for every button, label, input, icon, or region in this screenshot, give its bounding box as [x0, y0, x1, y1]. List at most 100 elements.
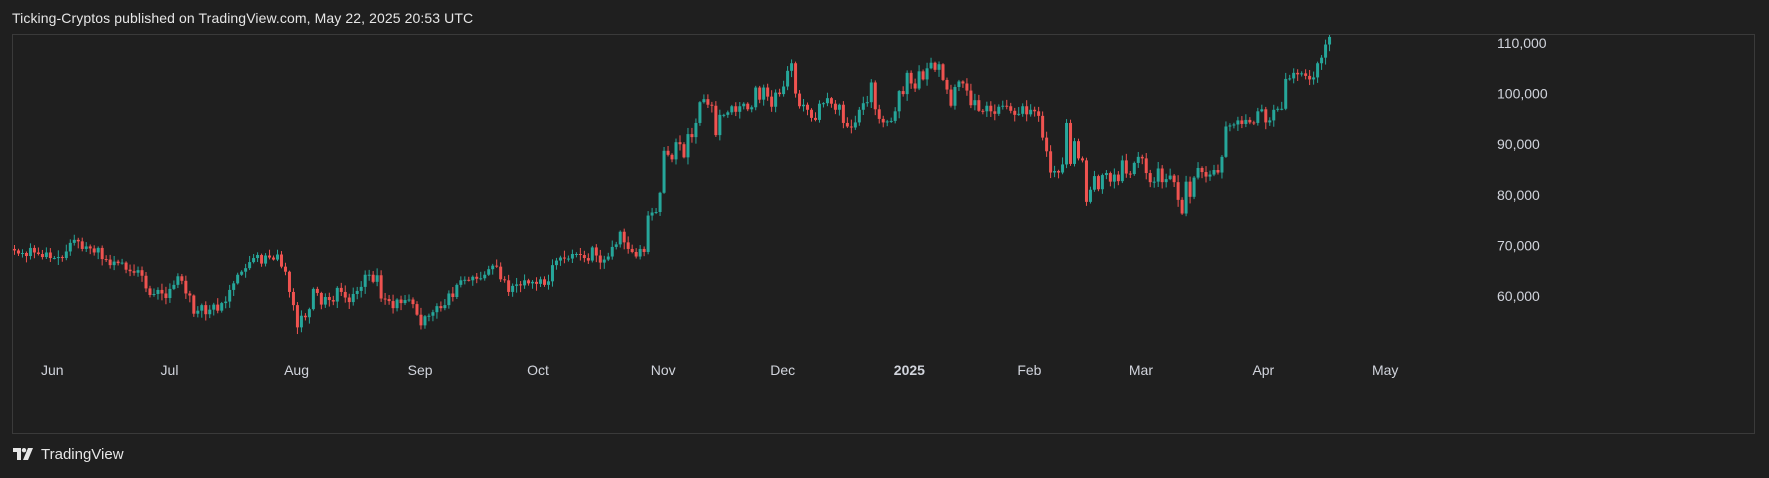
candle-body — [710, 104, 714, 106]
candle-body — [1160, 168, 1164, 183]
candle-body — [1053, 171, 1057, 173]
candle-body — [746, 103, 750, 110]
candle-body — [925, 68, 929, 80]
candle-body — [1176, 182, 1180, 200]
candle-body — [686, 134, 690, 158]
candle-body — [391, 301, 395, 309]
candle-body — [1288, 78, 1292, 80]
candle-body — [598, 255, 602, 263]
candle-body — [558, 257, 562, 261]
candle-body — [443, 305, 447, 309]
candle-body — [941, 64, 945, 80]
candle-body — [646, 215, 650, 252]
candle-body — [511, 285, 515, 292]
candle-body — [1268, 120, 1272, 123]
candle-body — [268, 255, 272, 258]
footer-brand[interactable]: TradingView — [13, 446, 124, 463]
candle-body — [873, 82, 877, 110]
candle-body — [1240, 120, 1244, 124]
candle-body — [1009, 106, 1013, 111]
candle-body — [1312, 77, 1316, 80]
candle-body — [447, 293, 451, 306]
price-chart[interactable]: 110,000 100,000 90,000 80,000 70,000 60,000 J… — [13, 35, 1754, 433]
candle-body — [678, 142, 682, 145]
candle-body — [1112, 174, 1116, 182]
candle-body — [1276, 108, 1280, 110]
candle-body — [1228, 125, 1232, 127]
candle-body — [248, 262, 252, 269]
y-tick-label: 80,000 — [1497, 187, 1540, 203]
candle-body — [84, 246, 88, 249]
candles-layer — [13, 35, 1332, 335]
candle-body — [124, 262, 128, 270]
candle-body — [821, 103, 825, 105]
candle-body — [622, 231, 626, 243]
candle-body — [1168, 175, 1172, 180]
candle-body — [905, 72, 909, 95]
candle-body — [419, 314, 423, 326]
candle-body — [160, 289, 164, 294]
candle-body — [164, 293, 168, 299]
candle-body — [315, 288, 319, 293]
candle-body — [355, 290, 359, 294]
candle-body — [1104, 173, 1108, 176]
candle-body — [351, 293, 355, 303]
candle-body — [487, 269, 491, 275]
candle-body — [853, 122, 857, 128]
candle-body — [519, 284, 523, 286]
candle-body — [1080, 158, 1084, 161]
candle-body — [857, 109, 861, 123]
x-tick-label: Sep — [408, 362, 433, 378]
candle-body — [359, 286, 363, 291]
candle-body — [634, 251, 638, 257]
candle-body — [901, 91, 905, 95]
candle-body — [375, 275, 379, 282]
candle-body — [762, 87, 766, 100]
candle-body — [913, 83, 917, 89]
candle-body — [554, 260, 558, 266]
candle-body — [184, 280, 188, 294]
candle-body — [1260, 109, 1264, 112]
candle-body — [841, 104, 845, 123]
candle-body — [993, 111, 997, 114]
candle-body — [578, 254, 582, 256]
candle-body — [845, 122, 849, 127]
candle-body — [311, 288, 315, 310]
candle-body — [1324, 44, 1328, 58]
candle-body — [531, 281, 535, 284]
x-tick-label: 2025 — [894, 362, 925, 378]
candle-body — [654, 212, 658, 214]
candle-body — [638, 248, 642, 257]
candle-body — [690, 134, 694, 138]
candle-body — [112, 261, 116, 266]
candle-body — [1164, 179, 1168, 183]
candle-body — [60, 257, 64, 259]
candle-body — [698, 102, 702, 123]
candle-body — [475, 276, 479, 279]
x-axis: Jun Jul Aug Sep Oct Nov Dec 2025 Feb Mar Apr May — [41, 362, 1398, 378]
candle-body — [706, 99, 710, 105]
candle-body — [969, 90, 973, 106]
candle-body — [367, 274, 371, 276]
candle-body — [1140, 156, 1144, 159]
candle-body — [188, 293, 192, 296]
candle-body — [610, 246, 614, 257]
candle-body — [256, 255, 260, 259]
candle-body — [136, 270, 140, 273]
candle-body — [606, 256, 610, 260]
candle-body — [1152, 181, 1156, 183]
candle-body — [1128, 173, 1132, 175]
candle-body — [1100, 175, 1104, 190]
candle-body — [331, 300, 335, 302]
candle-body — [435, 306, 439, 313]
candle-body — [630, 248, 634, 252]
y-tick-label: 70,000 — [1497, 237, 1540, 253]
candle-body — [1284, 78, 1288, 109]
candle-body — [738, 106, 742, 112]
candle-body — [794, 63, 798, 94]
candle-body — [403, 300, 407, 304]
candle-body — [68, 242, 72, 252]
candle-body — [833, 103, 837, 110]
candle-body — [483, 274, 487, 279]
candle-body — [802, 104, 806, 107]
